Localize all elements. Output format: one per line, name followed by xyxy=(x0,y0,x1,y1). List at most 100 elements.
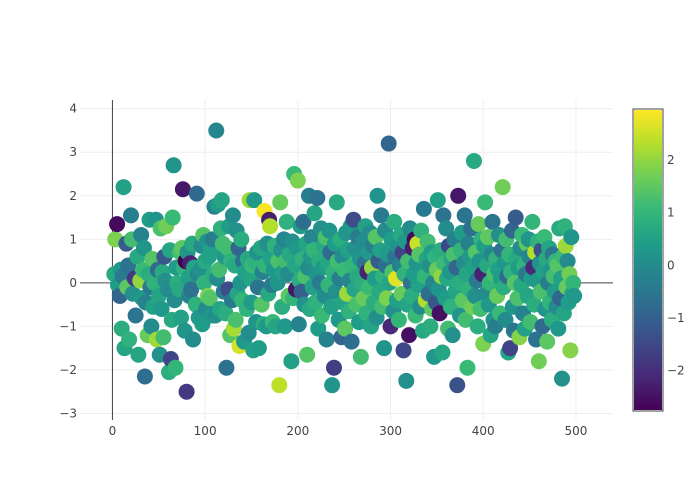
scatter-point xyxy=(283,353,300,370)
scatter-point xyxy=(167,359,184,376)
scatter-point xyxy=(143,318,160,335)
scatter-points xyxy=(106,122,583,400)
scatter-point xyxy=(550,320,567,337)
scatter-point xyxy=(276,318,293,335)
scatter-point xyxy=(122,207,139,224)
scatter-point xyxy=(530,353,547,370)
scatter-point xyxy=(188,185,205,202)
scatter-point xyxy=(227,311,244,328)
scatter-point xyxy=(328,194,345,211)
x-tick-label: 500 xyxy=(564,424,587,438)
scatter-point xyxy=(429,192,446,209)
x-tick-label: 100 xyxy=(194,424,217,438)
scatter-point xyxy=(271,377,288,394)
scatter-point xyxy=(115,179,132,196)
scatter-point xyxy=(438,220,455,237)
scatter-point xyxy=(469,318,486,335)
scatter-point xyxy=(164,209,181,226)
scatter-point xyxy=(211,261,228,278)
scatter-point xyxy=(449,377,466,394)
scatter-point xyxy=(218,359,235,376)
y-tick-label: 1 xyxy=(69,232,77,246)
scatter-point xyxy=(345,211,362,228)
colorbar-tick-label: 1 xyxy=(667,206,675,220)
scatter-point xyxy=(219,240,236,257)
y-tick-labels: −3 −2 −1 0 1 2 3 4 xyxy=(59,102,77,421)
scatter-point xyxy=(262,218,279,235)
scatter-point xyxy=(224,207,241,224)
x-tick-label: 400 xyxy=(472,424,495,438)
colorbar-gradient xyxy=(634,110,662,410)
y-tick-label: 0 xyxy=(69,276,77,290)
scatter-point xyxy=(435,207,452,224)
scatter-point xyxy=(554,370,571,387)
scatter-point xyxy=(183,281,200,298)
scatter-point xyxy=(233,231,250,248)
scatter-point xyxy=(135,240,152,257)
scatter-point xyxy=(306,205,323,222)
scatter-point xyxy=(201,290,218,307)
scatter-point xyxy=(165,157,182,174)
scatter-point xyxy=(390,311,407,328)
colorbar-tick-labels: −2 −1 0 1 2 xyxy=(667,153,685,378)
colorbar-tick-label: 0 xyxy=(667,258,675,272)
y-tick-label: 2 xyxy=(69,189,77,203)
scatter-point xyxy=(566,287,583,304)
scatter-point xyxy=(352,348,369,365)
scatter-point xyxy=(324,377,341,394)
y-tick-label: −3 xyxy=(59,406,77,420)
colorbar: −2 −1 0 1 2 xyxy=(632,108,685,412)
scatter-point xyxy=(178,383,195,400)
scatter-point xyxy=(373,207,390,224)
scatter-point xyxy=(289,172,306,189)
x-tick-labels: 0 100 200 300 400 500 xyxy=(109,424,588,438)
colorbar-tick-label: −1 xyxy=(667,311,685,325)
scatter-point xyxy=(130,346,147,363)
scatter-point xyxy=(459,359,476,376)
scatter-point xyxy=(325,359,342,376)
scatter-point xyxy=(290,316,307,333)
scatter-point xyxy=(343,333,360,350)
y-tick-label: −1 xyxy=(59,319,77,333)
scatter-point xyxy=(213,192,230,209)
scatter-point xyxy=(507,209,524,226)
y-tick-label: −2 xyxy=(59,363,77,377)
y-tick-label: 3 xyxy=(69,145,77,159)
scatter-point xyxy=(208,122,225,139)
scatter-point xyxy=(337,320,354,337)
scatter-point xyxy=(401,327,418,344)
x-tick-label: 0 xyxy=(109,424,117,438)
scatter-point xyxy=(559,253,576,270)
scatter-point xyxy=(539,333,556,350)
scatter-point xyxy=(450,187,467,204)
scatter-point xyxy=(380,135,397,152)
scatter-point xyxy=(465,152,482,169)
scatter-point xyxy=(321,222,338,239)
scatter-point xyxy=(395,342,412,359)
scatter-point xyxy=(250,340,267,357)
scatter-point xyxy=(434,344,451,361)
scatter-point xyxy=(295,213,312,230)
scatter-point xyxy=(494,179,511,196)
scatter-point xyxy=(174,181,191,198)
scatter-point xyxy=(562,342,579,359)
scatter-point xyxy=(477,194,494,211)
scatter-point xyxy=(497,311,514,328)
scatter-point xyxy=(398,372,415,389)
scatter-point xyxy=(422,318,439,335)
scatter-point xyxy=(310,320,327,337)
x-tick-label: 300 xyxy=(379,424,402,438)
scatter-point xyxy=(121,331,138,348)
x-tick-label: 200 xyxy=(286,424,309,438)
scatter-point xyxy=(444,327,461,344)
scatter-point xyxy=(376,340,393,357)
scatter-point xyxy=(278,213,295,230)
scatter-point xyxy=(386,213,403,230)
scatter-point xyxy=(272,194,289,211)
scatter-point xyxy=(173,309,190,326)
scatter-point xyxy=(456,207,473,224)
y-tick-label: 4 xyxy=(69,102,77,116)
scatter-point xyxy=(524,213,541,230)
scatter-point xyxy=(522,314,539,331)
